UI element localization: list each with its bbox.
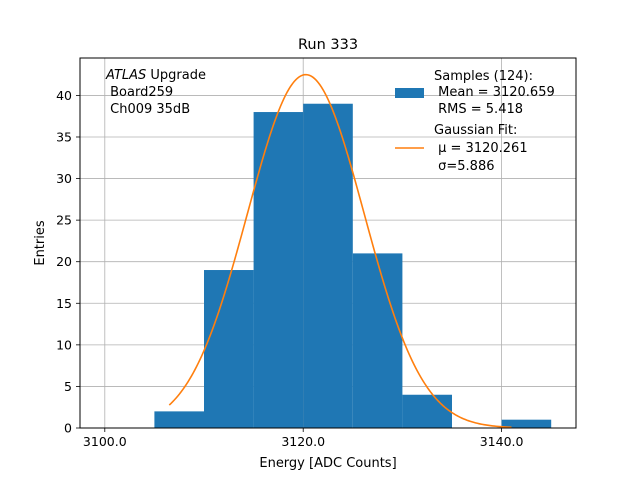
y-tick-label-8: 40 <box>56 88 72 103</box>
x-axis-label: Energy [ADC Counts] <box>259 456 396 471</box>
legend-swatch-samples <box>395 88 424 98</box>
histogram-bar-3 <box>303 103 353 428</box>
gaussian-fit-curve <box>168 73 512 429</box>
plot-frame <box>79 57 577 429</box>
atlas-annotation: ATLAS Upgrade Board259 Ch009 35dB <box>105 68 206 117</box>
chart-title: Run 333 <box>298 37 358 53</box>
y-tick-label-0: 0 <box>64 421 72 436</box>
histogram-bar-2 <box>253 112 304 428</box>
histogram-bar-5 <box>402 394 452 428</box>
y-tick-label-4: 20 <box>56 254 72 269</box>
y-axis-ticks: 0 5 10 15 20 25 30 35 40 <box>56 88 80 436</box>
histogram-bar-1 <box>204 270 254 428</box>
x-tick-label-0: 3100.0 <box>83 434 127 449</box>
legend-samples-line-2: Mean = 3120.659 <box>434 85 555 100</box>
x-tick-label-2: 3140.0 <box>480 434 524 449</box>
annotation-atlas: ATLAS <box>105 68 146 83</box>
y-tick-label-7: 35 <box>56 129 72 144</box>
y-tick-label-5: 25 <box>56 213 72 228</box>
legend-samples-line-1: Samples (124): <box>434 69 533 84</box>
histogram-bar-0 <box>154 411 204 428</box>
x-tick-label-1: 3120.0 <box>281 434 325 449</box>
histogram-bars <box>154 103 552 428</box>
y-tick-label-2: 10 <box>56 337 72 352</box>
legend: Samples (124): Mean = 3120.659 RMS = 5.4… <box>395 69 555 174</box>
annotation-line-3: Ch009 35dB <box>106 102 190 117</box>
histogram-bar-7 <box>501 419 552 428</box>
legend-fit-line-1: Gaussian Fit: <box>434 123 517 138</box>
legend-fit-line-3: σ=5.886 <box>434 159 494 174</box>
annotation-line-1: ATLAS Upgrade <box>105 68 206 83</box>
legend-fit-line-2: μ = 3120.261 <box>434 141 528 156</box>
y-tick-label-3: 15 <box>56 296 72 311</box>
legend-samples-line-3: RMS = 5.418 <box>434 102 523 117</box>
annotation-line-2: Board259 <box>106 85 173 100</box>
y-tick-label-1: 5 <box>64 379 72 394</box>
histogram-bar-4 <box>352 253 403 428</box>
y-tick-label-6: 30 <box>56 171 72 186</box>
x-axis-ticks: 3100.0 3120.0 3140.0 <box>83 428 524 449</box>
annotation-upgrade: Upgrade <box>146 68 206 83</box>
y-axis-label: Entries <box>33 220 48 266</box>
